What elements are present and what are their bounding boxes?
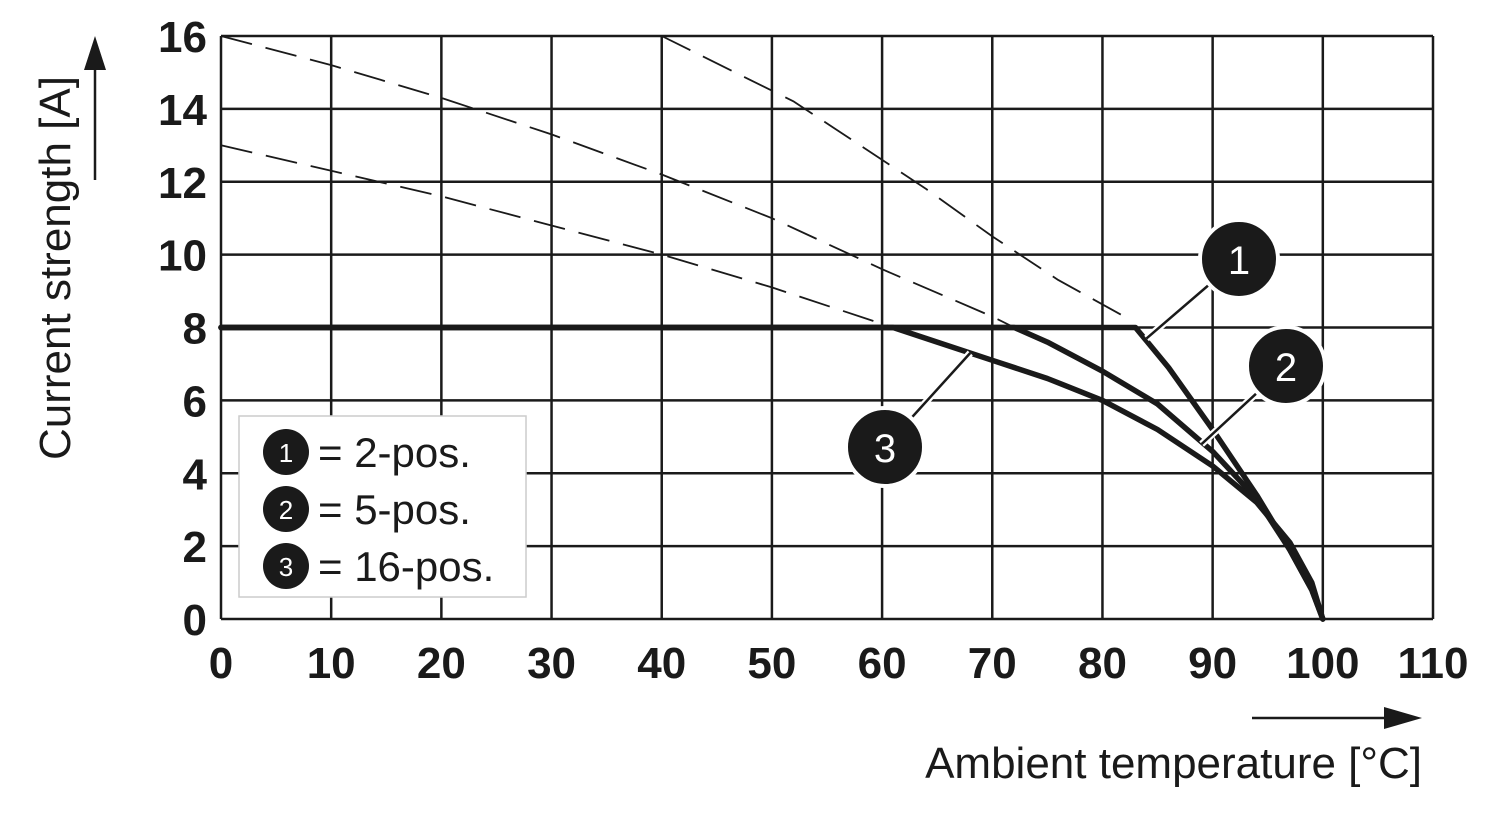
x-tick-label: 20 xyxy=(417,639,466,688)
y-tick-label: 16 xyxy=(158,13,207,62)
y-axis-arrow-head xyxy=(84,36,106,70)
x-tick-label: 110 xyxy=(1398,639,1469,688)
callouts: 1 2 3 xyxy=(844,218,1327,488)
y-tick-label: 14 xyxy=(158,86,207,135)
x-axis-ticks: 0 10 20 30 40 50 60 70 80 90 100 110 xyxy=(209,639,1469,688)
callout-badge-1 xyxy=(1198,218,1280,300)
legend-marker-3 xyxy=(263,543,309,589)
y-tick-label: 8 xyxy=(183,305,207,354)
legend: 1 = 2-pos. 2 = 5-pos. 3 = 16-pos. xyxy=(238,415,527,598)
x-tick-label: 60 xyxy=(858,639,907,688)
x-tick-label: 80 xyxy=(1078,639,1127,688)
callout-badge-3 xyxy=(844,406,926,488)
legend-entry-text: = 2-pos. xyxy=(318,429,471,476)
y-tick-label: 4 xyxy=(183,450,208,499)
x-tick-label: 40 xyxy=(637,639,686,688)
legend-marker-label: 2 xyxy=(279,495,293,525)
reference-curves xyxy=(220,35,1125,329)
legend-marker-1 xyxy=(263,429,309,475)
y-tick-label: 10 xyxy=(158,232,207,281)
y-tick-label: 6 xyxy=(183,377,207,426)
x-axis-title-group: Ambient temperature [°C] xyxy=(925,707,1422,788)
series-lines xyxy=(218,324,1326,622)
x-tick-label: 10 xyxy=(307,639,356,688)
legend-entry-text: = 16-pos. xyxy=(318,543,494,590)
x-tick-label: 50 xyxy=(747,639,796,688)
callout-badge-label: 3 xyxy=(874,427,896,471)
x-axis-title: Ambient temperature [°C] xyxy=(925,739,1422,788)
y-tick-label: 2 xyxy=(183,523,207,572)
x-tick-label: 90 xyxy=(1188,639,1237,688)
x-tick-label: 0 xyxy=(209,639,233,688)
x-tick-label: 100 xyxy=(1286,639,1359,688)
callout-badge-label: 1 xyxy=(1228,239,1250,283)
x-axis-arrow-head xyxy=(1384,707,1422,729)
reference-curve-2 xyxy=(220,35,1015,329)
series-line-2 xyxy=(218,324,1326,622)
x-tick-label: 30 xyxy=(527,639,576,688)
callout-badge-label: 2 xyxy=(1275,346,1297,390)
callout-badge-2 xyxy=(1245,325,1327,407)
series-line-3 xyxy=(218,324,1326,622)
legend-marker-label: 3 xyxy=(279,552,293,582)
x-tick-label: 70 xyxy=(968,639,1017,688)
legend-marker-label: 1 xyxy=(279,438,293,468)
reference-curve-3 xyxy=(220,144,894,329)
y-tick-label: 12 xyxy=(158,159,207,208)
y-axis-title: Current strength [A] xyxy=(31,76,80,460)
legend-entry-text: = 5-pos. xyxy=(318,486,471,533)
legend-marker-2 xyxy=(263,486,309,532)
y-axis-title-group: Current strength [A] xyxy=(31,36,106,460)
y-axis-ticks: 0 2 4 6 8 10 12 14 16 xyxy=(158,13,207,645)
y-tick-label: 0 xyxy=(183,596,207,645)
